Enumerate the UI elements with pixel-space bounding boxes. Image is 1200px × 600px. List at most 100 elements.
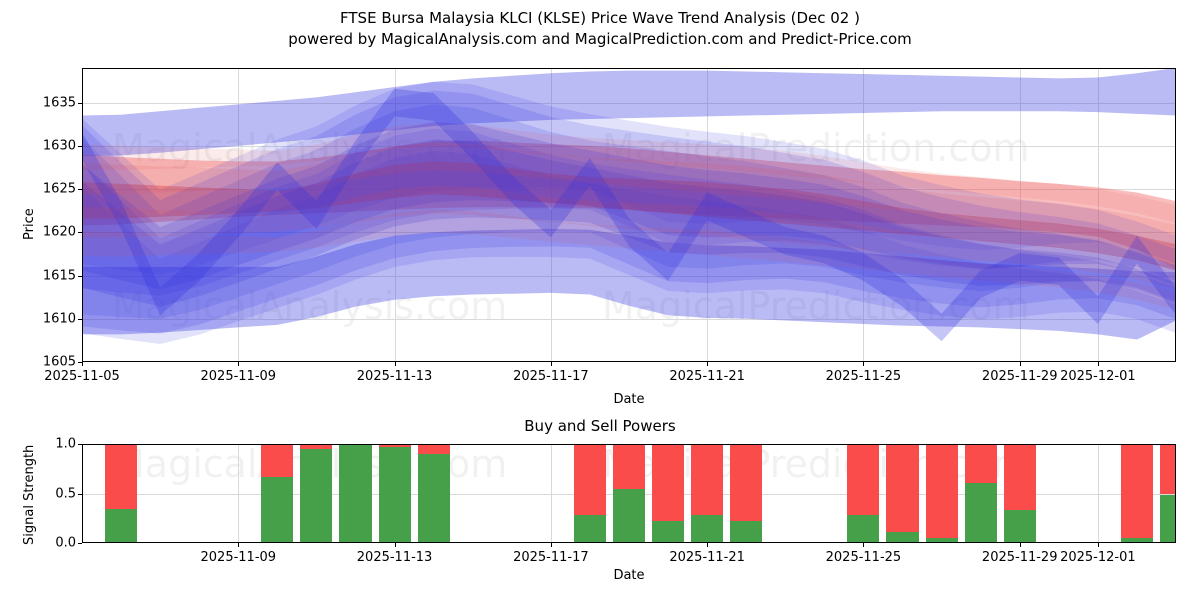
x-tickmark (707, 362, 709, 366)
y-tickmark (78, 444, 82, 445)
y-tick-label: 1610 (42, 311, 76, 327)
x-tick-label: 2025-11-17 (513, 550, 589, 565)
x-tick-label: 2025-11-21 (669, 550, 745, 565)
sell-power-segment (105, 444, 138, 510)
sell-power-segment (847, 444, 880, 516)
bar-stack[interactable] (1159, 444, 1176, 543)
bar-stack[interactable] (964, 444, 997, 543)
sell-power-segment (612, 444, 645, 489)
inner-red-trend-band (82, 161, 1176, 271)
bar-stack[interactable] (730, 444, 763, 543)
gridline-vertical (863, 68, 865, 362)
x-tick-label: 2025-12-01 (1060, 550, 1136, 565)
bar-stack[interactable] (691, 444, 724, 543)
bar-stack[interactable] (339, 444, 372, 543)
inner-blue-wave-band-2 (82, 128, 1176, 334)
price-axis-label: Price (22, 208, 37, 240)
bar-stack[interactable] (1003, 444, 1036, 543)
buy-power-segment (1159, 494, 1176, 543)
x-tick-label: 2025-11-21 (669, 369, 745, 384)
buy-power-segment (730, 521, 763, 543)
x-tick-label: 2025-11-05 (44, 369, 120, 384)
x-tickmark (238, 362, 240, 366)
bar-stack[interactable] (417, 444, 450, 543)
y-tick-label: 1630 (42, 138, 76, 154)
bar-stack[interactable] (261, 444, 294, 543)
buy-power-segment (1003, 510, 1036, 543)
gridline-vertical (238, 444, 240, 543)
x-tickmark (394, 362, 396, 366)
inner-blue-wave-band-5 (82, 122, 1176, 290)
x-tick-label: 2025-11-29 (981, 369, 1058, 384)
x-tickmark (707, 543, 709, 547)
gridline-horizontal (82, 145, 1176, 147)
bar-stack[interactable] (300, 444, 333, 543)
y-tick-label: 1620 (42, 224, 76, 240)
y-tickmark (78, 318, 82, 320)
x-tickmark (1019, 543, 1021, 547)
x-tickmark (1097, 543, 1099, 547)
inner-red-wave-band-4 (82, 209, 1176, 310)
y-tickmark (78, 493, 82, 495)
y-tick-label: 1.0 (55, 436, 76, 452)
x-tick-label: 2025-11-13 (356, 550, 433, 565)
gridline-vertical (550, 444, 552, 543)
bar-stack[interactable] (105, 444, 138, 543)
inner-blue-wave-band-4 (82, 150, 1176, 345)
page-title: FTSE Bursa Malaysia KLCI (KLSE) Price Wa… (340, 9, 860, 27)
bar-stack[interactable] (573, 444, 606, 543)
buy-sell-xaxis-label: Date (613, 568, 645, 583)
red-price-band (82, 140, 1176, 269)
gridline-vertical (1019, 68, 1021, 362)
bar-stack[interactable] (1120, 444, 1153, 543)
inner-red-wave-band-2 (82, 185, 1176, 291)
outer-blue-band-lower (82, 228, 1176, 340)
buy-power-segment (847, 515, 880, 543)
sell-power-segment (925, 444, 958, 539)
bar-stack[interactable] (378, 444, 411, 543)
x-tickmark (1019, 362, 1021, 366)
price-chart-grid (82, 68, 1176, 362)
bar-stack[interactable] (652, 444, 685, 543)
sell-power-segment (1120, 444, 1153, 539)
sell-power-segment (691, 444, 724, 516)
y-tick-label: 1605 (42, 354, 76, 370)
bar-stack[interactable] (847, 444, 880, 543)
bar-stack[interactable] (925, 444, 958, 543)
price-chart-bands (82, 68, 1176, 362)
inner-red-wave-band-3 (82, 123, 1176, 224)
buy-power-segment (652, 521, 685, 543)
inner-red-wave-band-1 (82, 142, 1176, 247)
y-tick-label: 1615 (42, 268, 76, 284)
sell-power-segment (652, 444, 685, 522)
gridline-vertical (1097, 68, 1099, 362)
y-tickmark (78, 102, 82, 104)
buy-power-segment (925, 538, 958, 543)
bar-stack[interactable] (886, 444, 919, 543)
x-tick-label: 2025-11-25 (825, 550, 902, 565)
buy-power-segment (300, 448, 333, 543)
sell-power-segment (378, 444, 411, 447)
buy-power-segment (612, 488, 645, 543)
gridline-horizontal (82, 102, 1176, 104)
price-chart-panel[interactable]: MagicalAnalysis.com MagicalPrediction.com… (82, 68, 1176, 362)
inner-red-wave-band-0 (82, 161, 1176, 271)
sell-power-segment (573, 444, 606, 516)
inner-blue-wave-band-6 (82, 139, 1176, 307)
y-tickmark (78, 189, 82, 191)
gridline-horizontal (82, 189, 1176, 191)
sell-power-segment (300, 444, 333, 449)
outer-blue-band-upper (82, 68, 1176, 157)
price-line-ribbon (82, 88, 1176, 342)
bar-stack[interactable] (612, 444, 645, 543)
y-tick-label: 1625 (42, 181, 76, 197)
gridline-horizontal (82, 318, 1176, 320)
page-subtitle: powered by MagicalAnalysis.com and Magic… (288, 30, 912, 48)
y-tickmark (78, 145, 82, 147)
y-tickmark (78, 275, 82, 277)
gridline-horizontal (82, 275, 1176, 277)
x-tickmark (1097, 362, 1099, 366)
gridline-horizontal (82, 232, 1176, 234)
